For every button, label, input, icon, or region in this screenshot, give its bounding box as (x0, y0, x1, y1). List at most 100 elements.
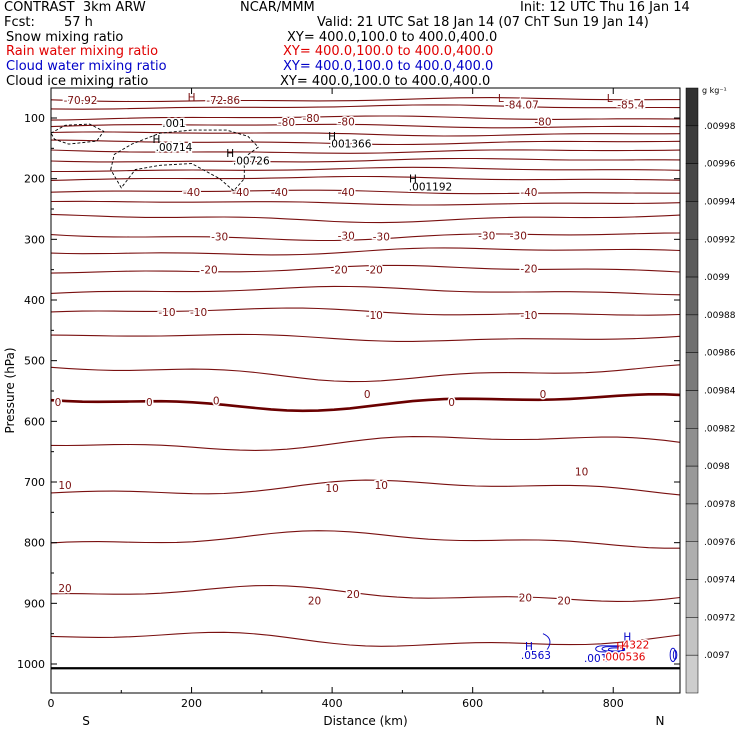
y-tick-label: 300 (24, 233, 45, 246)
contour-label: -70.92 (64, 95, 98, 107)
isotherm-line (50, 175, 681, 181)
cloud-water-contour (669, 647, 677, 663)
x-end-label-left: S (82, 714, 90, 728)
field-name-rain: Rain water mixing ratio (6, 44, 159, 59)
colorbar-label: .00974 (704, 576, 736, 586)
isotherm-line (50, 530, 680, 549)
contour-label: .001 (584, 653, 607, 665)
extremum-mark: H (409, 174, 417, 186)
isotherm-line (50, 139, 681, 146)
x-tick-label: 200 (181, 697, 202, 710)
contour-label: -20 (331, 265, 348, 277)
contour-label: -80 (534, 117, 551, 129)
field-xy-rain: XY= 400.0,100.0 to 400.0,400.0 (283, 44, 494, 59)
contour-label: -40 (271, 187, 288, 199)
isotherm-line (50, 436, 681, 451)
contour-label: 0 (448, 397, 455, 409)
y-tick-label: 700 (24, 476, 45, 489)
contour-label: 0 (364, 389, 371, 401)
extremum-mark: L (607, 93, 613, 105)
contour-label: -72.86 (206, 95, 240, 107)
isotherm-line (50, 213, 681, 224)
extremum-mark: H (152, 134, 160, 146)
colorbar-label: .00998 (704, 122, 736, 132)
colorbar-label: .00996 (704, 160, 736, 170)
contour-label: -20 (366, 265, 383, 277)
y-tick-label: 500 (24, 355, 45, 368)
contour-label: .4322 (619, 640, 649, 652)
x-end-label-right: N (656, 714, 665, 728)
contour-label: -80 (338, 117, 355, 129)
contour-label: 0 (146, 397, 153, 409)
contour-label: -30 (478, 231, 495, 243)
extremum-mark: H (623, 632, 631, 644)
colorbar-swatch (685, 352, 699, 391)
extremum-mark: H (328, 131, 336, 143)
x-tick-label: 0 (48, 697, 55, 710)
y-tick-label: 200 (24, 173, 45, 186)
colorbar: .00998 .00996 .00994 .00992 .0099 .00988 .0098… (685, 86, 736, 694)
colorbar-swatch (685, 465, 699, 505)
colorbar-swatch (685, 503, 699, 542)
contour-label: -10 (366, 310, 383, 322)
cloud-ice-contour (110, 129, 259, 192)
colorbar-swatch (685, 579, 699, 618)
isotherm-line (50, 157, 681, 163)
contour-label: -10 (190, 307, 207, 319)
isotherm-line (50, 307, 681, 316)
colorbar-swatch (685, 314, 699, 353)
cloud-water-contour (595, 645, 625, 653)
x-tick-label: 600 (462, 697, 483, 710)
extremum-mark: H (188, 92, 196, 104)
extremum-mark: H (226, 148, 234, 160)
contour-label: -10 (158, 307, 175, 319)
contour-label: .00714 (156, 142, 193, 154)
model-title: CONTRAST 3km ARW (4, 0, 146, 15)
contour-label: -10 (520, 310, 537, 322)
colorbar-label: .0098 (704, 462, 730, 472)
colorbar-swatch (685, 87, 699, 127)
contour-label: 10 (325, 483, 338, 495)
colorbar-label: .00984 (704, 387, 736, 397)
forecast-label: Fcst: (4, 15, 35, 30)
colorbar-label: .00982 (704, 424, 736, 434)
forecast-value: 57 h (64, 15, 93, 30)
colorbar-label: .0097 (704, 651, 730, 661)
contour-label: -20 (201, 265, 218, 277)
contour-label: -40 (520, 187, 537, 199)
colorbar-swatch (685, 617, 699, 656)
isotherm-line (50, 631, 681, 647)
x-tick-label: 800 (603, 697, 624, 710)
contour-label: .001 (162, 118, 185, 130)
colorbar-label: .00972 (704, 613, 736, 623)
contour-label: .001366 (328, 138, 372, 150)
isotherm-line (50, 479, 681, 496)
contour-label: 20 (58, 583, 71, 595)
contour-labels: -72.86 -84.07 -85.4 .001 -80 -80 -80 .00714 .007… (53, 92, 651, 667)
isotherm-line (50, 189, 680, 195)
contour-label: -30 (510, 231, 527, 243)
field-xy-snow: XY= 400.0,100.0 to 400.0,400.0 (287, 30, 498, 45)
isotherm-line (50, 264, 681, 274)
colorbar-swatch (685, 390, 699, 429)
colorbar-swatch (685, 125, 699, 164)
isotherm-line (51, 166, 681, 173)
colorbar-swatch (685, 541, 699, 580)
colorbar-swatch (685, 239, 699, 278)
center-title: NCAR/MMM (240, 0, 315, 15)
isotherm-line (50, 97, 680, 103)
isotherm-line (50, 393, 681, 413)
contour-label: -80 (302, 113, 319, 125)
contour-label: 0 (213, 396, 220, 408)
colorbar-label: .00976 (704, 538, 736, 548)
isotherm-line (50, 200, 681, 206)
contour-label: -40 (338, 187, 355, 199)
colorbar-label: .00986 (704, 349, 736, 359)
contour-label: -40 (232, 187, 249, 199)
cloud-water-contour (672, 649, 678, 660)
contour-label: .0563 (521, 650, 551, 662)
x-axis-label: Distance (km) (323, 714, 407, 728)
contour-label: 10 (58, 480, 71, 492)
